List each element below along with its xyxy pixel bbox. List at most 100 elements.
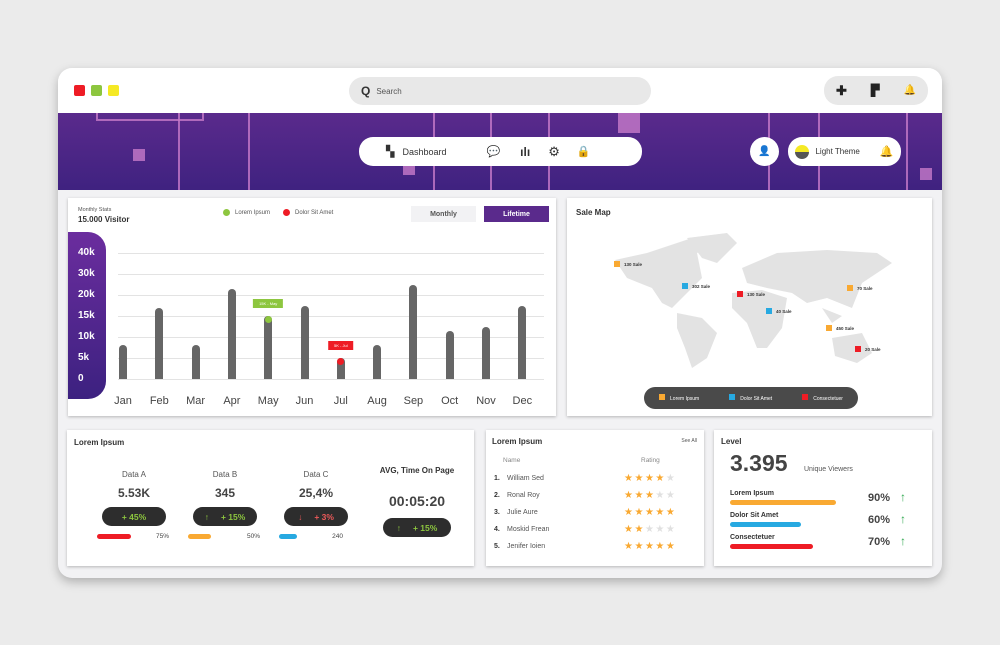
y-tick-label: 5k [78, 352, 90, 363]
bar-sep[interactable] [409, 284, 418, 379]
search-input[interactable]: Q Search [349, 77, 651, 105]
level-item: Consectetuer 70% ↑ [730, 534, 930, 549]
star-icon: ★ [655, 541, 666, 552]
chart-icon[interactable]: ılı [520, 144, 531, 159]
bar-apr[interactable] [227, 288, 236, 379]
star-icon: ★ [624, 490, 635, 501]
progress-bar [188, 534, 211, 539]
gear-icon[interactable]: ⚙ [548, 143, 560, 159]
map-marker[interactable]: 20 Sale [855, 346, 881, 352]
see-all-link[interactable]: See All [681, 438, 697, 444]
star-icon: ★ [624, 473, 635, 484]
bar-dec[interactable] [518, 305, 527, 379]
bar-nov[interactable] [482, 326, 490, 379]
rank: 5. [494, 543, 500, 550]
legend-label: Consectetuer [813, 396, 843, 402]
legend-dot [283, 209, 290, 216]
maximize-window-button[interactable] [108, 85, 119, 96]
level-percent: 90% [868, 492, 891, 504]
dashboard-icon[interactable]: ▚ [386, 146, 395, 158]
user-icon: 👤 [758, 146, 771, 157]
star-rating: ★★★★★ [624, 507, 676, 518]
map-marker[interactable]: 40 Sale [766, 308, 792, 314]
chat-icon[interactable]: 💬 [486, 146, 501, 158]
rating-row[interactable]: 4. Moskid Frean ★★★★★ [494, 524, 694, 535]
star-icon: ★ [644, 490, 656, 501]
nav-dashboard[interactable]: Dashboard [402, 146, 447, 157]
legend-item: Dolor Sit Amet [729, 394, 772, 402]
rank: 2. [494, 492, 500, 499]
bar-may[interactable] [264, 316, 273, 379]
legend-item: Lorem Ipsum [659, 394, 699, 402]
legend-swatch [729, 394, 736, 400]
x-tick-label: May [257, 395, 279, 407]
map-marker[interactable]: 130 Sale [614, 261, 642, 267]
map-marker[interactable]: 70 Sale [847, 285, 873, 291]
dashboard-window: Q Search ✚ ▛ 🔔 ▚ Dashboard 💬 ılı ⚙ 🔒 👤 [58, 68, 942, 578]
star-rating: ★★★★★ [624, 541, 676, 552]
rating-row[interactable]: 2. Ronal Roy ★★★★★ [494, 490, 694, 501]
monthly-button[interactable]: Monthly [411, 206, 476, 222]
minimize-window-button[interactable] [91, 85, 102, 96]
avg-change-badge: ↑ + 15% [383, 518, 451, 537]
bell-icon[interactable]: 🔔 [879, 146, 894, 158]
plus-icon[interactable]: ✚ [836, 82, 847, 98]
bar-jan[interactable] [119, 345, 127, 379]
bar-mar[interactable] [191, 345, 200, 379]
arrow-up-icon: ↑ [900, 512, 906, 526]
x-tick-label: Mar [186, 395, 206, 407]
star-icon: ★ [655, 490, 666, 501]
data-point-marker[interactable] [337, 358, 345, 365]
marker-label: 450 Sale [836, 325, 855, 331]
close-window-button[interactable] [74, 85, 85, 96]
change-badge: + 45% [102, 507, 166, 526]
arrow-down-icon: ↓ [298, 511, 303, 522]
marker-label: 302 Sale [692, 283, 711, 289]
star-rating: ★★★★★ [624, 490, 676, 501]
bar-oct[interactable] [445, 330, 454, 379]
sale-map-title: Sale Map [576, 208, 611, 217]
rating-row[interactable]: 3. Julie Aure ★★★★★ [494, 507, 694, 518]
bar-feb[interactable] [155, 307, 164, 379]
profile-button[interactable]: 👤 [750, 137, 779, 166]
y-tick-label: 15k [78, 310, 95, 321]
level-card: Level 3.395 Unique Viewers Lorem Ipsum 9… [714, 430, 932, 566]
marker-label: 70 Sale [857, 285, 873, 291]
bar-jun[interactable] [300, 305, 309, 379]
level-percent: 70% [868, 536, 891, 548]
bar-aug[interactable] [373, 345, 382, 379]
main-nav: ▚ Dashboard 💬 ılı ⚙ 🔒 [359, 137, 642, 166]
map-marker[interactable]: 450 Sale [826, 325, 854, 331]
map-marker[interactable]: 130 Sale [737, 291, 765, 297]
star-icon: ★ [624, 541, 635, 552]
level-bar [730, 522, 801, 527]
rating-row[interactable]: 1. William Sed ★★★★★ [494, 473, 694, 484]
star-rating: ★★★★★ [624, 524, 676, 535]
stat-value: 5.53K [117, 486, 151, 500]
stat-label: Data A [121, 470, 146, 479]
window-icon[interactable]: ▛ [870, 85, 880, 97]
star-icon: ★ [644, 524, 656, 535]
progress-label: 240 [332, 533, 343, 540]
lifetime-button[interactable]: Lifetime [484, 206, 549, 222]
stat-label: Data C [303, 470, 329, 479]
marker-swatch [766, 308, 772, 314]
map-marker[interactable]: 302 Sale [682, 283, 710, 289]
marker-swatch [855, 346, 861, 352]
bell-icon[interactable]: 🔔 [903, 85, 916, 96]
gridline [118, 253, 544, 254]
north-america [615, 238, 727, 308]
rating-row[interactable]: 5. Jenifer Ioien ★★★★★ [494, 541, 694, 552]
theme-toggle[interactable]: Light Theme 🔔 [788, 137, 901, 166]
y-tick-label: 0 [78, 373, 84, 384]
star-icon: ★ [655, 524, 666, 535]
star-icon: ★ [665, 490, 677, 501]
data-point-marker[interactable] [264, 316, 272, 323]
marker-label: 130 Sale [624, 261, 643, 267]
gridline [118, 274, 544, 275]
lock-icon[interactable]: 🔒 [576, 146, 591, 158]
bar-jul[interactable] [336, 358, 345, 379]
person-name: William Sed [507, 475, 544, 482]
legend-swatch [659, 394, 666, 400]
x-tick-label: Sep [403, 395, 424, 407]
